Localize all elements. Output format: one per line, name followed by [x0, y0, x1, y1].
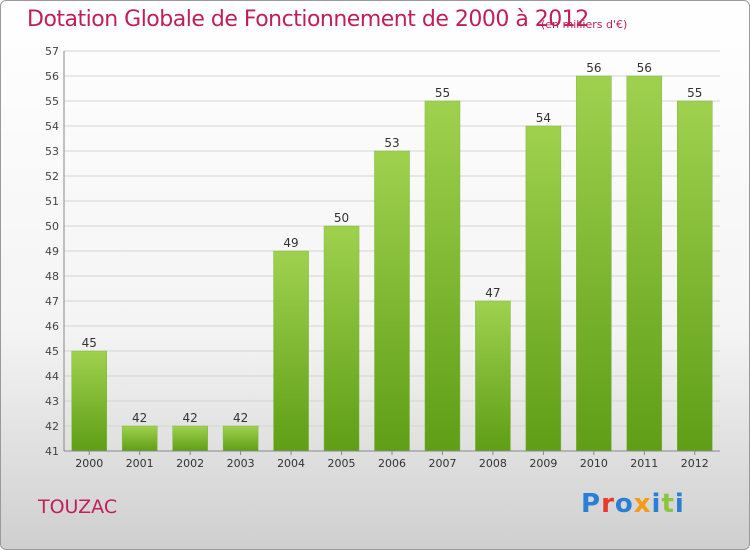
x-tick-label-2003: 2003 — [227, 457, 255, 470]
bar-2009 — [525, 125, 562, 452]
data-label-2012: 55 — [687, 86, 702, 100]
bar-2011 — [626, 75, 663, 452]
data-label-2002: 42 — [183, 411, 198, 425]
bar-2005 — [323, 225, 360, 452]
chart-subtitle: (en milliers d'€) — [541, 18, 628, 31]
logo-letter: i — [674, 489, 685, 519]
y-tick-label: 57 — [45, 45, 59, 58]
data-label-2000: 45 — [82, 336, 97, 350]
y-tick-label: 56 — [45, 70, 59, 83]
data-label-2008: 47 — [485, 286, 500, 300]
y-tick-label: 50 — [45, 220, 59, 233]
logo-letter: x — [633, 489, 652, 519]
bar-2008 — [475, 300, 511, 452]
y-tick-label: 52 — [45, 170, 59, 183]
x-tick-label-2001: 2001 — [126, 457, 154, 470]
y-tick-label: 51 — [45, 195, 59, 208]
y-tick-label: 47 — [45, 295, 59, 308]
logo-letter: P — [581, 489, 602, 519]
bars: 45 42 42 42 49 50 53 55 47 54 56 56 55 — [71, 61, 713, 452]
data-label-2011: 56 — [637, 61, 652, 75]
bar-2000 — [71, 350, 107, 452]
bar-2010 — [576, 75, 612, 452]
bar-2001 — [121, 425, 158, 452]
data-label-2010: 56 — [586, 61, 601, 75]
y-tick-label: 44 — [45, 370, 59, 383]
logo-letter: t — [661, 489, 675, 519]
bar-2002 — [172, 425, 208, 452]
x-tick-label-2012: 2012 — [681, 457, 709, 470]
data-label-2007: 55 — [435, 86, 450, 100]
x-tick-label-2008: 2008 — [479, 457, 507, 470]
y-tick-label: 55 — [45, 95, 59, 108]
data-label-2001: 42 — [132, 411, 147, 425]
bar-2012 — [677, 100, 713, 452]
commune-name: TOUZAC — [38, 496, 118, 518]
y-tick-label: 54 — [45, 120, 59, 133]
x-tick-label-2009: 2009 — [529, 457, 557, 470]
x-tick-label-2004: 2004 — [277, 457, 305, 470]
bar-2006 — [374, 150, 410, 452]
logo-letter: o — [614, 489, 634, 519]
data-label-2004: 49 — [283, 236, 298, 250]
chart-title: Dotation Globale de Fonctionnement de 20… — [27, 7, 589, 32]
bar-2007 — [424, 100, 461, 452]
x-tick-label-2007: 2007 — [428, 457, 456, 470]
x-tick-label-2005: 2005 — [328, 457, 356, 470]
y-tick-label: 49 — [45, 245, 59, 258]
y-tick-label: 53 — [45, 145, 59, 158]
y-tick-label: 46 — [45, 320, 59, 333]
y-tick-label: 41 — [45, 445, 59, 458]
y-tick-label: 42 — [45, 420, 59, 433]
bar-2003 — [222, 425, 259, 452]
data-label-2003: 42 — [233, 411, 248, 425]
x-tick-label-2006: 2006 — [378, 457, 406, 470]
x-tick-label-2000: 2000 — [75, 457, 103, 470]
proxiti-logo[interactable]: Proxiti — [581, 489, 685, 519]
y-tick-label: 43 — [45, 395, 59, 408]
logo-letter: i — [651, 489, 662, 519]
x-tick-label-2011: 2011 — [630, 457, 658, 470]
bar-2004 — [273, 250, 309, 452]
logo-letter: r — [601, 489, 615, 519]
y-axis: 41 42 43 44 45 46 47 48 49 50 51 52 53 54 55 56 57 — [45, 45, 65, 458]
x-axis: 2000 2001 2002 2003 2004 2005 2006 2007 2008 2009… — [64, 450, 720, 470]
y-tick-label: 48 — [45, 270, 59, 283]
data-label-2009: 54 — [536, 111, 551, 125]
x-tick-label-2002: 2002 — [176, 457, 204, 470]
data-label-2005: 50 — [334, 211, 349, 225]
x-tick-label-2010: 2010 — [580, 457, 608, 470]
data-label-2006: 53 — [384, 136, 399, 150]
y-tick-label: 45 — [45, 345, 59, 358]
